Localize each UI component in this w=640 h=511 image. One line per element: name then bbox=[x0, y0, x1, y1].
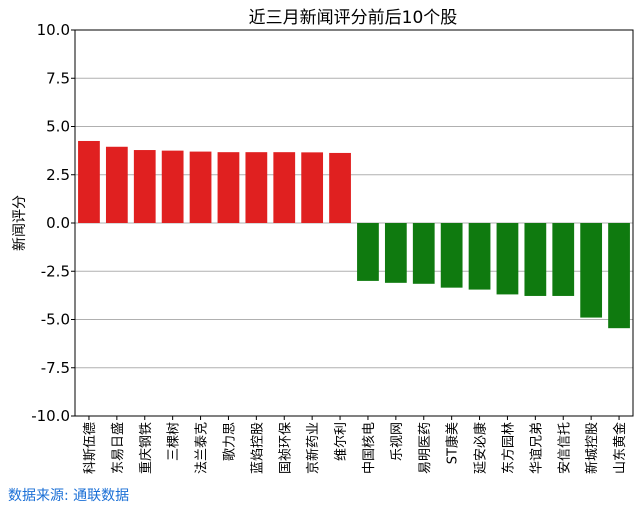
gridlines bbox=[75, 29, 633, 417]
y-tick-label: 7.5 bbox=[46, 69, 70, 87]
x-tick-label: 华谊兄弟 bbox=[529, 422, 544, 474]
bar bbox=[580, 223, 603, 318]
x-tick-label: 蓝焰控股 bbox=[250, 422, 265, 474]
bar bbox=[468, 223, 491, 290]
y-tick-label: -10.0 bbox=[31, 407, 70, 425]
x-tick-label: 维尔利 bbox=[334, 422, 349, 461]
bar bbox=[161, 150, 184, 223]
source-note: 数据来源: 通联数据 bbox=[8, 488, 130, 504]
x-tick-label: 安信信托 bbox=[557, 422, 572, 474]
y-tick-label: -2.5 bbox=[41, 262, 70, 280]
x-tick-label: 三棵树 bbox=[167, 422, 182, 461]
bar bbox=[105, 146, 128, 223]
x-tick-label: 山东黄金 bbox=[612, 422, 628, 474]
bar bbox=[78, 140, 100, 223]
y-ticks: 10.0 7.5 5.0 2.5 0.0 -2.5 -5.0 -7.5 -10.0 bbox=[31, 21, 75, 425]
bar bbox=[496, 223, 519, 295]
x-tick-label: 科斯伍德 bbox=[83, 422, 98, 474]
bar bbox=[608, 223, 630, 329]
bar bbox=[245, 152, 268, 223]
x-tick-label: 延安必康 bbox=[473, 422, 489, 474]
y-tick-label: 5.0 bbox=[46, 118, 70, 136]
bar bbox=[552, 223, 575, 296]
plot-frame bbox=[74, 29, 634, 417]
x-tick-label: ST康美 bbox=[445, 422, 461, 464]
bar bbox=[189, 151, 212, 223]
bar bbox=[357, 223, 379, 281]
x-tick-label: 京新药业 bbox=[305, 422, 321, 474]
x-tick-label: 重庆钢铁 bbox=[138, 422, 154, 474]
x-tick-label: 乐视网 bbox=[390, 422, 405, 461]
bar bbox=[412, 223, 435, 284]
x-tick-label: 新城控股 bbox=[584, 422, 600, 474]
x-tick-label: 东方园林 bbox=[500, 422, 516, 474]
chart-title: 近三月新闻评分前后10个股 bbox=[249, 8, 458, 28]
bars bbox=[78, 140, 630, 329]
y-axis-label: 新闻评分 bbox=[12, 195, 28, 251]
x-tick-label: 东易日盛 bbox=[111, 422, 126, 474]
y-tick-label: 10.0 bbox=[37, 21, 70, 39]
x-tick-label: 歌力思 bbox=[222, 422, 237, 461]
bar bbox=[133, 150, 156, 223]
x-tick-label: 国祯环保 bbox=[278, 422, 293, 474]
x-tick-label: 易明医药 bbox=[418, 422, 433, 474]
x-tick-label: 中国核电 bbox=[362, 422, 377, 474]
bar bbox=[329, 152, 351, 223]
y-tick-label: -7.5 bbox=[41, 359, 70, 377]
bar bbox=[440, 223, 463, 288]
bar bbox=[273, 152, 296, 223]
x-tick-labels: 科斯伍德 东易日盛 重庆钢铁 三棵树 法兰泰克 歌力思 蓝焰控股 国祯环保 京新药业 维尔利 中国核… bbox=[83, 416, 628, 474]
bar bbox=[217, 152, 240, 223]
y-tick-label: 0.0 bbox=[46, 214, 70, 232]
x-tick-label: 法兰泰克 bbox=[195, 422, 210, 474]
y-tick-label: -5.0 bbox=[41, 311, 70, 329]
bar bbox=[301, 152, 324, 223]
bar bbox=[384, 223, 407, 283]
y-tick-label: 2.5 bbox=[46, 166, 70, 184]
bar bbox=[524, 223, 547, 296]
